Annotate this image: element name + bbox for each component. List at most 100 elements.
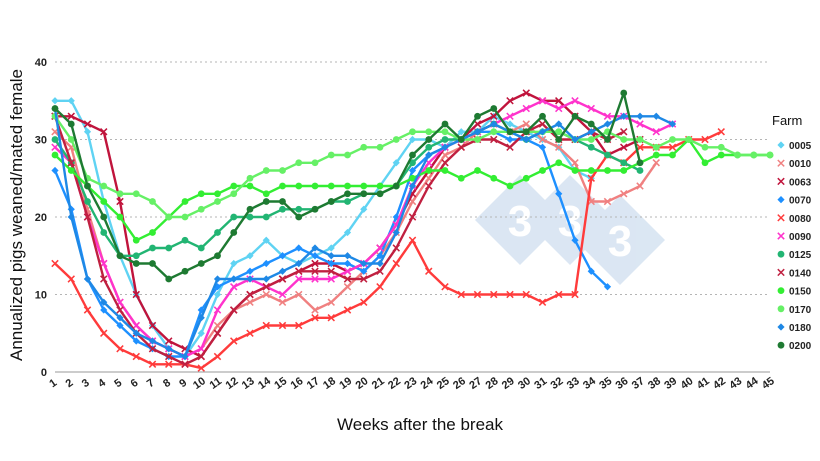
legend-marker-0150 [777,287,785,294]
data-point-0150 [181,198,189,205]
data-point-0200 [279,198,286,205]
data-point-0150 [474,167,481,174]
data-point-0080 [555,290,563,299]
data-point-0200 [344,190,351,198]
legend-item-0170: 0170 [777,305,812,316]
svg-text:3: 3 [508,197,532,246]
data-point-0010 [278,298,287,306]
data-point-0170 [116,190,124,198]
data-point-0080 [213,352,222,361]
data-point-0170 [636,136,644,143]
data-point-0140 [165,352,173,361]
data-point-0180 [652,112,660,120]
y-tick-label: 20 [35,212,47,224]
watermark-logo: 3 3 3 [475,175,665,285]
data-point-0140 [360,275,368,283]
data-point-0090 [538,97,547,105]
data-point-0170 [311,159,319,167]
data-point-0180 [213,275,222,283]
data-point-0170 [750,151,758,159]
data-point-0005 [51,97,59,105]
x-tick-label: 27 [467,375,484,392]
data-point-0180 [311,244,319,252]
x-tick-label: 5 [112,377,124,390]
y-axis-title: Annualized pigs weaned/mated female [7,69,26,361]
legend-marker-0063 [777,177,785,186]
data-point-0125 [246,213,254,221]
data-point-0080 [197,364,205,372]
data-point-0170 [652,143,660,151]
data-point-0200 [360,190,368,198]
data-point-0090 [555,104,563,113]
data-point-0170 [766,151,774,159]
data-point-0063 [116,197,124,206]
legend-item-0090: 0090 [777,232,812,243]
data-point-0010 [571,159,579,167]
series-0200 [51,89,644,283]
data-point-0170 [392,136,400,143]
data-point-0090 [603,112,612,120]
data-point-0090 [100,259,108,268]
data-point-0080 [538,298,547,306]
data-point-0140 [392,244,400,252]
data-point-0140 [295,267,303,275]
data-point-0150 [214,190,221,198]
data-point-0090 [636,120,644,128]
data-point-0200 [327,198,335,205]
data-point-0140 [343,275,352,283]
data-point-0125 [214,229,221,236]
x-tick-label: 11 [208,375,224,392]
data-point-0140 [425,182,433,190]
data-point-0170 [165,213,173,221]
data-point-0010 [246,298,254,306]
data-point-0090 [132,321,140,330]
data-point-0063 [165,337,173,345]
data-point-0150 [230,182,238,190]
data-point-0010 [425,174,433,182]
data-point-0080 [343,306,352,314]
legend-label: 0063 [789,177,812,188]
data-point-0070 [327,259,335,268]
data-point-0180 [490,120,498,128]
legend-label: 0070 [789,196,812,207]
data-point-0005 [262,236,270,244]
data-point-0180 [376,259,384,268]
data-point-0080 [473,290,482,299]
x-tick-label: 33 [565,375,582,392]
data-point-0125 [620,159,628,167]
data-point-0070 [278,252,287,260]
data-point-0140 [213,329,222,337]
legend-item-0140: 0140 [777,268,812,279]
data-point-0150 [360,182,368,190]
legend-label: 0150 [789,287,812,298]
data-point-0080 [100,329,108,337]
data-point-0125 [295,205,303,213]
data-point-0200 [197,260,205,267]
data-point-0005 [506,120,514,128]
data-point-0090 [587,104,595,113]
data-point-0070 [538,143,547,151]
data-point-0180 [197,314,205,322]
data-point-0180 [392,228,400,237]
data-point-0150 [555,159,563,167]
data-point-0140 [408,213,417,221]
data-point-0150 [669,151,676,159]
x-tick-label: 17 [305,375,322,392]
data-point-0170 [376,143,384,151]
data-point-0180 [67,213,75,221]
legend-label: 0140 [789,268,812,279]
data-point-0125 [197,244,205,252]
data-point-0200 [84,182,91,190]
legend-item-0080: 0080 [777,214,812,225]
data-point-0200 [620,89,628,97]
x-tick-label: 13 [240,375,257,392]
data-point-0170 [441,128,449,136]
data-point-0170 [620,136,628,143]
data-point-0080 [116,345,124,353]
legend-label: 0005 [789,141,812,152]
data-point-0150 [571,167,579,174]
data-point-0180 [83,275,92,283]
gridlines [55,61,770,295]
data-point-0170 [685,136,693,143]
legend-label: 0125 [789,250,812,261]
